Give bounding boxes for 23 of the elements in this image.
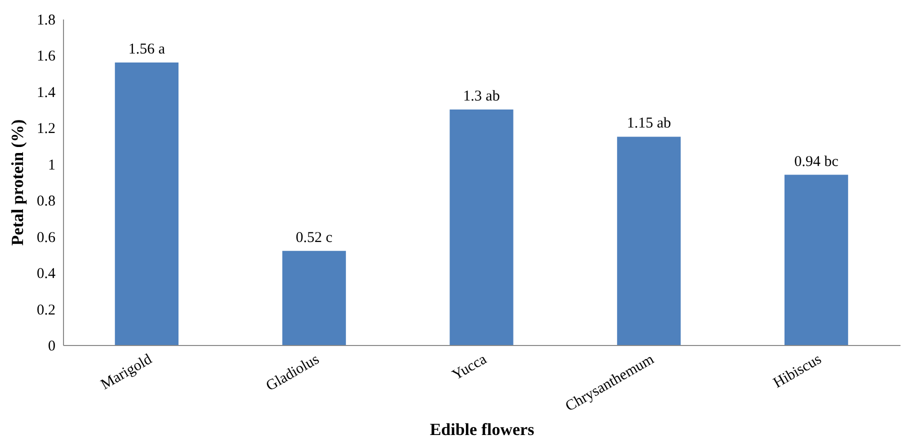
- data-label: 1.3 ab: [463, 88, 500, 105]
- bar: [282, 250, 346, 345]
- y-tick-label: 1: [48, 157, 56, 174]
- y-axis-title: Petal protein (%): [8, 119, 27, 246]
- y-tick-label: 0: [48, 338, 56, 354]
- data-label: 0.94 bc: [794, 154, 839, 170]
- y-tick-label: 0.2: [36, 302, 56, 318]
- y-tick-label: 1.4: [36, 84, 56, 101]
- data-label: 1.56 a: [128, 41, 166, 58]
- bar: [784, 174, 848, 345]
- y-tick-label: 1.6: [36, 48, 56, 65]
- bar: [450, 110, 514, 345]
- y-tick-label: 1.2: [36, 121, 56, 138]
- x-axis-title: Edible flowers: [430, 420, 535, 440]
- y-tick-label: 0.4: [36, 266, 56, 282]
- bar: [617, 136, 681, 345]
- y-tick-label: 0.8: [36, 194, 56, 210]
- y-tick-label: 0.6: [36, 230, 56, 246]
- bar: [114, 62, 179, 345]
- data-label: 1.15 ab: [626, 116, 671, 132]
- data-label: 0.52 c: [296, 230, 333, 246]
- y-tick-label: 1.8: [36, 12, 56, 28]
- x-tick-label: Yucca: [450, 351, 490, 384]
